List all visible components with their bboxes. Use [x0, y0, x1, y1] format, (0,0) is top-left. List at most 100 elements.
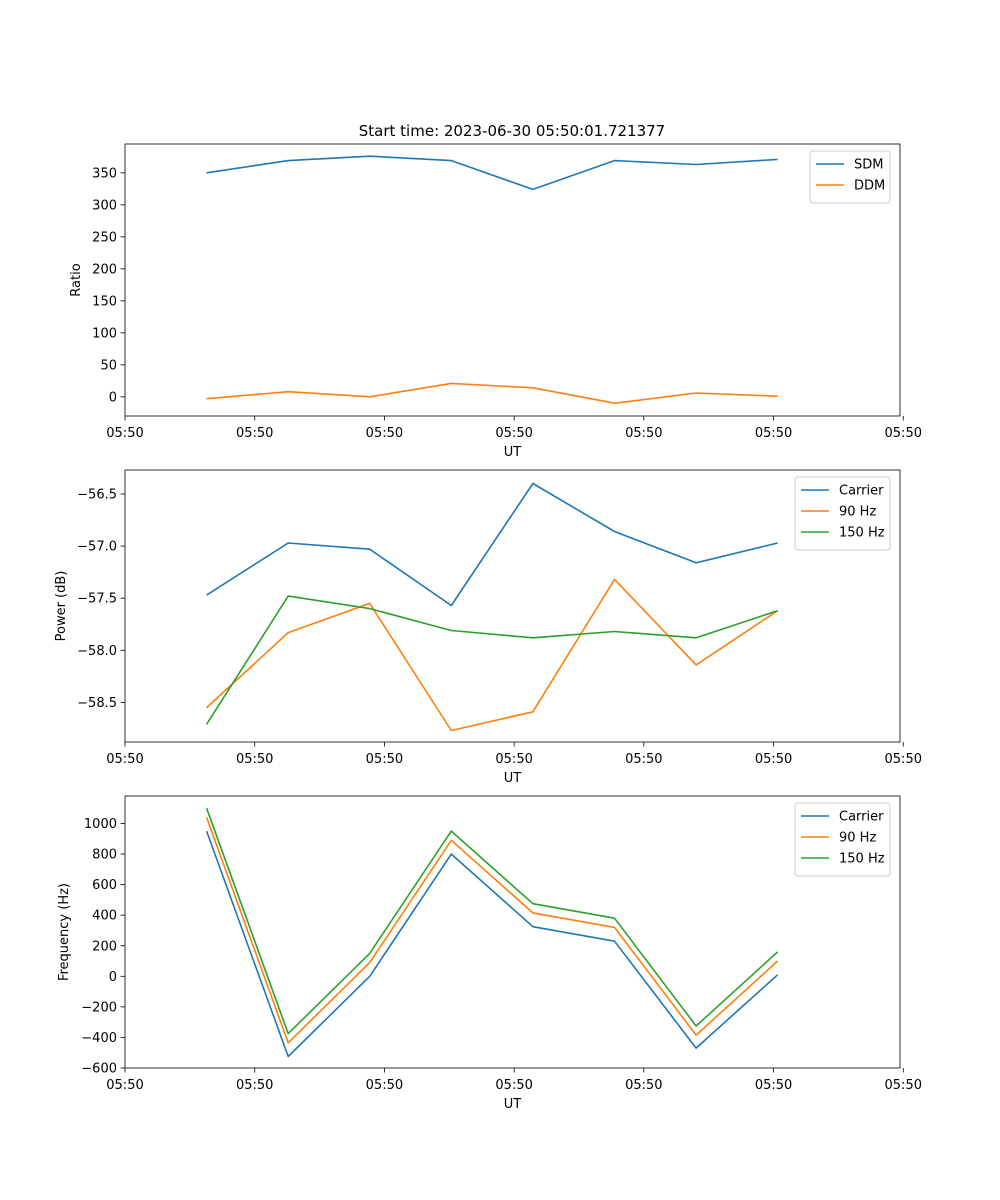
data-point-90-hz: [776, 960, 779, 963]
x-tick-label: 05:50: [495, 426, 532, 441]
y-tick-label: −58.5: [77, 696, 117, 711]
data-point-150-hz: [450, 830, 453, 833]
data-point-150-hz: [695, 636, 698, 639]
legend-label: Carrier: [839, 810, 884, 825]
data-point-carrier: [368, 548, 371, 551]
x-tick-label: 05:50: [236, 1078, 273, 1093]
y-tick-label: 150: [92, 294, 117, 309]
data-point-90-hz: [695, 1034, 698, 1037]
data-point-90-hz: [450, 839, 453, 842]
chart-panel-1: 05:50 05:50 05:50 05:50 05:50 05:50 05:50 0 50 10…: [69, 143, 922, 460]
x-tick-label: 05:50: [755, 1078, 792, 1093]
data-point-150-hz: [531, 636, 534, 639]
data-point-carrier: [776, 541, 779, 544]
legend: Carrier 90 Hz 150 Hz: [794, 476, 891, 551]
y-tick-label: 200: [92, 262, 117, 277]
data-point-90-hz: [613, 926, 616, 929]
y-tick-label: 200: [92, 939, 117, 954]
x-tick-label: 05:50: [625, 752, 662, 767]
x-tick-label: 05:50: [495, 1078, 532, 1093]
data-point-carrier: [205, 830, 208, 833]
legend-label: 150 Hz: [839, 852, 885, 867]
data-point-90-hz: [450, 729, 453, 732]
data-point-90-hz: [531, 911, 534, 914]
data-point-ddm: [613, 402, 616, 405]
data-point-ddm: [205, 397, 208, 400]
x-axis-label: UT: [504, 771, 522, 786]
data-point-150-hz: [205, 723, 208, 726]
plot-frame: [124, 469, 901, 743]
data-point-sdm: [531, 188, 534, 191]
data-point-carrier: [368, 975, 371, 978]
chart-title: Start time: 2023-06-30 05:50:01.721377: [359, 122, 665, 140]
data-point-carrier: [613, 530, 616, 533]
data-point-90-hz: [368, 961, 371, 964]
data-point-ddm: [450, 382, 453, 385]
series-line-150-hz: [205, 807, 779, 1035]
data-point-ddm: [695, 391, 698, 394]
series-line-carrier: [206, 482, 778, 607]
y-tick-label: 400: [92, 909, 117, 924]
data-point-150-hz: [776, 950, 779, 953]
y-tick-label: −400: [81, 1031, 117, 1046]
data-point-carrier: [450, 604, 453, 607]
data-point-90-hz: [531, 710, 534, 713]
data-point-carrier: [531, 482, 534, 485]
x-tick-label: 05:50: [106, 1078, 143, 1093]
x-tick-label: 05:50: [366, 426, 403, 441]
data-point-90-hz: [287, 1041, 290, 1044]
data-point-sdm: [368, 155, 371, 158]
y-tick-label: −57.0: [77, 540, 117, 555]
y-tick-label: −58.0: [77, 644, 117, 659]
y-tick-label: −200: [81, 1000, 117, 1015]
series-line-90-hz: [206, 578, 779, 732]
x-tick-label: 05:50: [366, 1078, 403, 1093]
legend: SDM DDM: [809, 150, 891, 204]
data-point-90-hz: [205, 706, 208, 709]
y-tick-label: 50: [100, 358, 117, 373]
y-tick-label: 0: [109, 390, 117, 405]
x-tick-label: 05:50: [885, 752, 922, 767]
y-tick-label: 0: [109, 970, 117, 985]
x-tick-label: 05:50: [755, 752, 792, 767]
data-point-carrier: [695, 561, 698, 564]
x-tick-label: 05:50: [755, 426, 792, 441]
data-point-carrier: [205, 594, 208, 597]
data-point-carrier: [695, 1047, 698, 1050]
data-point-150-hz: [287, 1032, 290, 1035]
data-point-150-hz: [368, 952, 371, 955]
data-point-carrier: [613, 940, 616, 943]
legend-label: Carrier: [839, 484, 884, 499]
legend-label: 90 Hz: [839, 831, 876, 846]
data-point-ddm: [531, 386, 534, 389]
data-point-90-hz: [205, 816, 208, 819]
data-point-carrier: [776, 973, 779, 976]
y-tick-label: 1000: [84, 817, 117, 832]
data-point-sdm: [287, 159, 290, 162]
data-point-ddm: [368, 395, 371, 398]
x-axis-label: UT: [504, 1097, 522, 1112]
x-tick-label: 05:50: [106, 752, 143, 767]
data-point-carrier: [531, 925, 534, 928]
data-point-carrier: [287, 1055, 290, 1058]
data-point-150-hz: [450, 629, 453, 632]
data-point-sdm: [695, 163, 698, 166]
series-line-90-hz: [205, 817, 779, 1044]
x-axis-label: UT: [504, 445, 522, 460]
data-point-sdm: [776, 158, 779, 161]
y-tick-label: 800: [92, 848, 117, 863]
data-point-150-hz: [368, 607, 371, 610]
data-point-carrier: [287, 541, 290, 544]
y-tick-label: 350: [92, 166, 117, 181]
y-axis-label: Frequency (Hz): [57, 883, 72, 981]
y-tick-label: 600: [92, 878, 117, 893]
x-tick-label: 05:50: [885, 426, 922, 441]
x-tick-label: 05:50: [236, 752, 273, 767]
data-point-90-hz: [368, 602, 371, 605]
data-point-150-hz: [776, 609, 779, 612]
legend: Carrier 90 Hz 150 Hz: [794, 802, 891, 877]
x-tick-label: 05:50: [366, 752, 403, 767]
y-tick-label: −57.5: [77, 592, 117, 607]
data-point-150-hz: [531, 902, 534, 905]
